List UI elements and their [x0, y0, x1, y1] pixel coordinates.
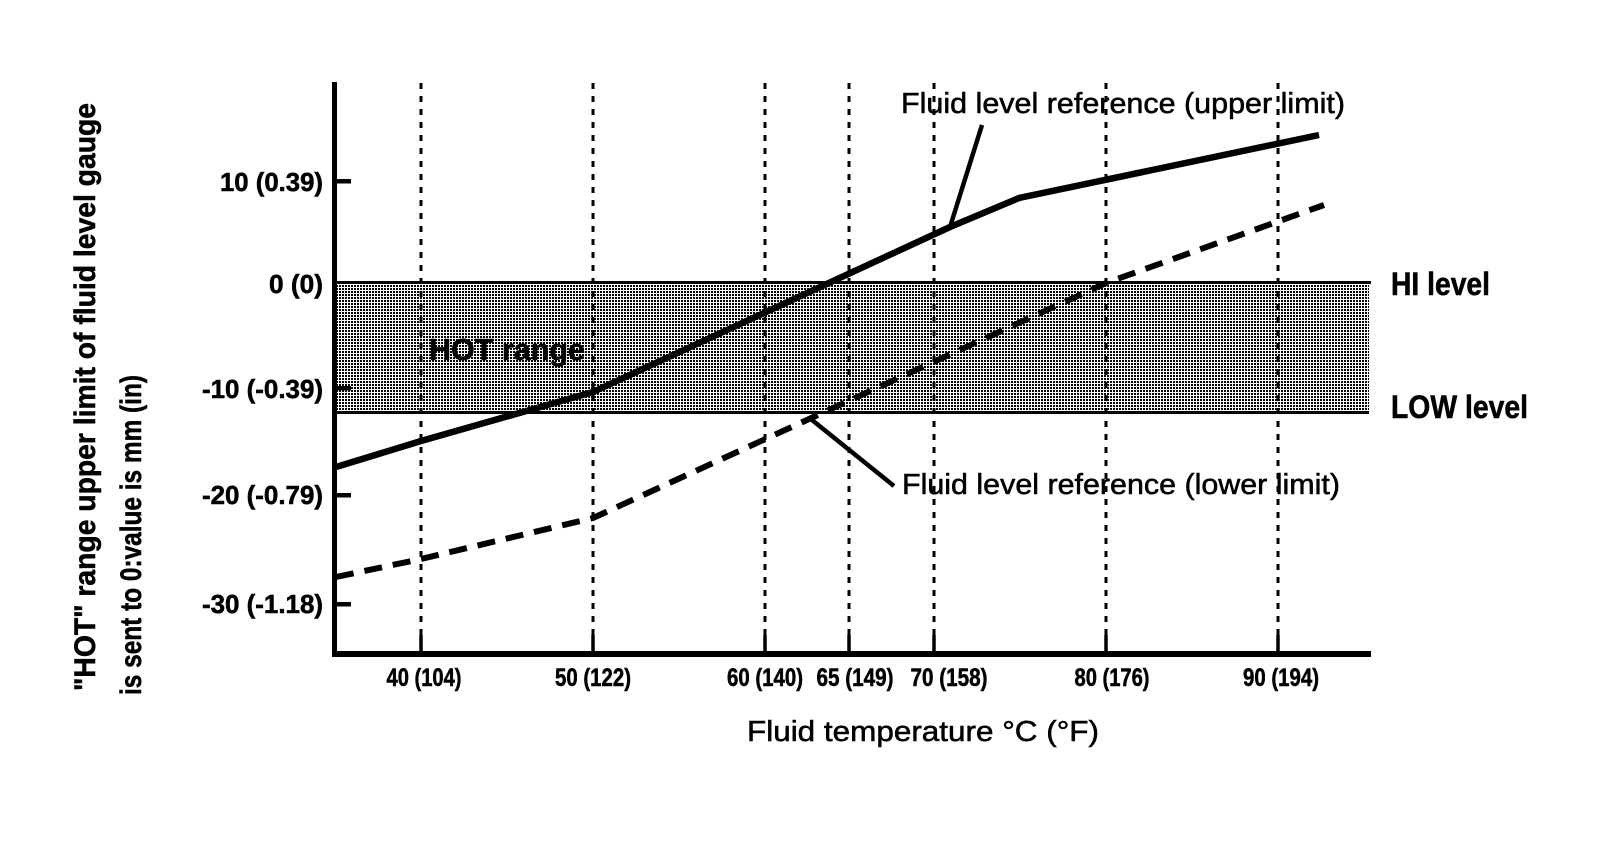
svg-text:"HOT" range upper limit of flu: "HOT" range upper limit of fluid level g… [69, 103, 102, 691]
svg-text:50 (122): 50 (122) [555, 664, 631, 692]
svg-text:10 (0.39): 10 (0.39) [220, 167, 323, 197]
svg-text:Fluid level reference (lower l: Fluid level reference (lower limit) [902, 469, 1340, 501]
svg-text:-30 (-1.18): -30 (-1.18) [202, 589, 323, 619]
svg-text:65 (149): 65 (149) [817, 664, 894, 692]
svg-text:0 (0): 0 (0) [269, 269, 323, 299]
svg-text:40 (104): 40 (104) [387, 664, 462, 692]
svg-text:-20 (-0.79): -20 (-0.79) [202, 480, 323, 510]
svg-text:Fluid temperature °C (°F): Fluid temperature °C (°F) [747, 716, 1099, 748]
svg-text:LOW level: LOW level [1391, 389, 1528, 425]
svg-text:HOT range: HOT range [429, 332, 585, 367]
svg-text:HI level: HI level [1391, 266, 1490, 302]
svg-text:Fluid level reference (upper l: Fluid level reference (upper limit) [901, 88, 1345, 120]
svg-text:90 (194): 90 (194) [1243, 664, 1319, 692]
svg-text:-10 (-0.39): -10 (-0.39) [202, 374, 323, 404]
svg-text:80 (176): 80 (176) [1075, 664, 1150, 692]
svg-text:70 (158): 70 (158) [911, 664, 988, 692]
svg-text:is sent to 0:value is mm (in): is sent to 0:value is mm (in) [115, 375, 148, 695]
svg-text:60 (140): 60 (140) [727, 664, 803, 692]
